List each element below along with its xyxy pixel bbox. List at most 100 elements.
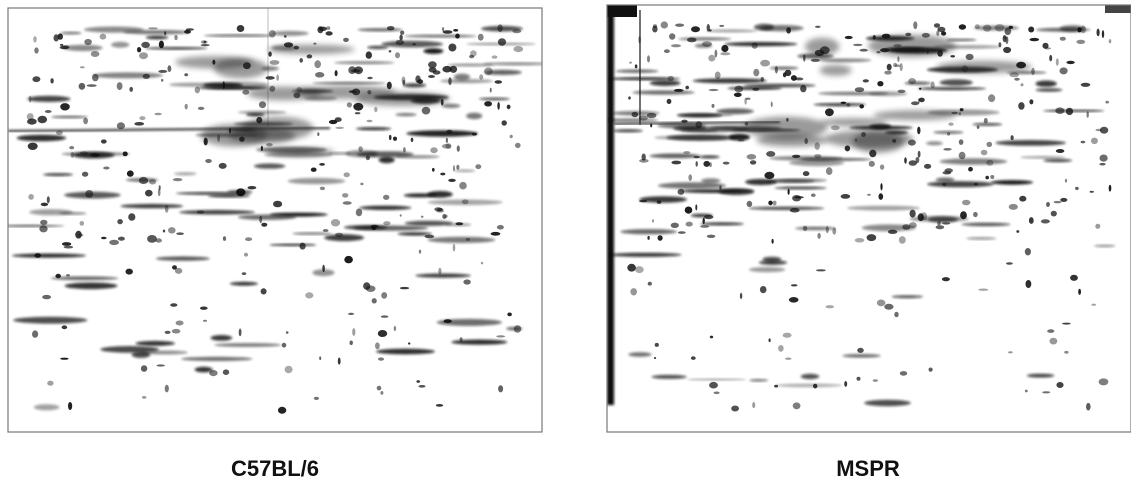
gel-spot [443,30,453,33]
gel-spot [933,131,963,134]
gel-spot [959,112,961,115]
gel-spot [811,59,820,62]
gel-spot [358,146,363,152]
gel-spot [156,364,165,366]
gel-spot [168,227,176,233]
gel-spot [748,207,824,210]
gel-spot [616,70,659,73]
gel-spot [667,99,672,104]
gel-spot [794,196,804,198]
gel-spot [729,134,750,141]
gel-spot [334,61,394,64]
gel-spot [359,206,411,210]
gel-spot [686,222,693,227]
gel-spot [324,234,364,241]
gel-spot [436,404,443,407]
gel-spot [936,30,939,36]
gel-spot [678,231,686,234]
gel-spot [877,81,883,86]
gel-spot [613,129,643,132]
gel-spot [208,195,251,198]
gel-spot [761,77,765,82]
gel-spot [168,65,172,72]
gel-spot [764,172,774,179]
gel-spot [378,357,384,360]
gel-spot [507,313,512,317]
gel-spot [695,204,697,210]
gel-spot [117,219,123,224]
gel-spot [699,155,720,158]
gel-spot [873,379,878,382]
gel-spot [769,338,771,342]
gel-spot [319,356,321,360]
gel-spot [867,194,871,196]
gel-spot [987,142,993,147]
gel-spot [800,85,806,92]
gel-spot [173,178,183,181]
gel-spot [432,168,435,172]
gel-spot [657,123,705,128]
gel-smear [266,148,334,156]
gel-spot [1029,99,1033,104]
gel-spot [374,107,377,112]
gel-spot [709,382,718,389]
gel-spot [100,34,107,40]
gel-spot [377,386,382,391]
gel-spot [139,116,145,120]
gel-spot [92,74,99,81]
gel-spot [403,147,406,153]
gel-spot [238,111,287,114]
gel-spot [791,75,797,81]
gel-spot [399,35,402,41]
gel-spot [254,163,285,168]
gel-spot [266,76,275,80]
gel-spot [1029,217,1034,224]
gel-spot [344,225,387,230]
page: {"panels": [{"label": "C57BL/6"}, {"labe… [0,0,1131,486]
gel-spot [380,391,383,395]
gel-spot [507,105,511,110]
gel-spot [134,122,144,126]
gel-spot [648,282,652,286]
gel-spot [393,137,397,141]
gel-spot [184,73,188,76]
gel-spot [343,201,352,205]
gel-spot [425,235,435,238]
gel-spot [211,335,233,341]
gel-spot [352,328,355,336]
gel-spot [383,221,390,225]
gel-spot [515,143,521,148]
gel-spot [671,161,681,165]
gel-spot [995,24,1005,31]
gel-spot [60,358,68,360]
gel-spot [693,156,700,158]
gel-image [0,8,551,432]
gel-spot [847,206,920,211]
gel-spot [288,178,345,184]
gel-spot [913,21,917,29]
gel-spot [959,24,966,29]
gel-spot [454,74,470,81]
gel-spot [366,286,376,292]
gel-spot [415,274,470,278]
gel-spot [638,36,640,44]
gel-spot [512,29,521,33]
gel-spot [753,69,759,77]
gel-spot [453,29,458,32]
gel-spot [286,331,289,334]
gel-spot [497,24,502,32]
gel-spot [395,113,416,116]
gel-spot [1041,219,1050,223]
gel-spot [455,34,460,39]
gel-spot [918,151,921,158]
gel-spot [1056,382,1063,388]
gel-spot [700,225,709,228]
gel-spot [315,72,324,78]
gel-spot [897,56,899,62]
gel-spot [383,195,389,200]
gel-spot [376,349,435,355]
gel-spot [746,98,751,100]
gel-spot [844,381,847,387]
gel-spot [417,79,423,84]
gel-spot [977,126,980,129]
